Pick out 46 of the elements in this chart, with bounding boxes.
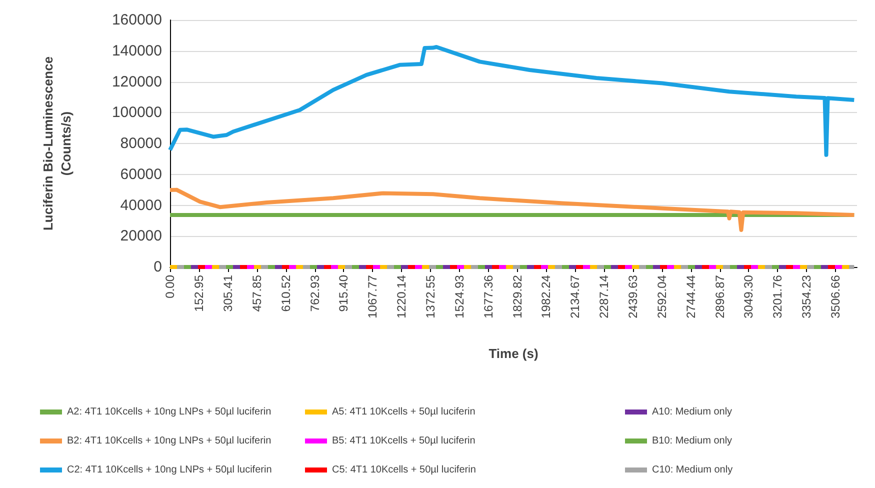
x-tick-label: 1372.55 bbox=[423, 274, 438, 318]
line-series bbox=[168, 188, 856, 232]
x-axis-title: Time (s) bbox=[488, 346, 538, 361]
x-tick-label: 2592.04 bbox=[654, 274, 669, 318]
legend-label: B10: Medium only bbox=[652, 436, 732, 446]
x-tick-label: 0.00 bbox=[163, 274, 177, 298]
x-tick-label: 2896.87 bbox=[712, 274, 727, 318]
x-tick-label: 2744.44 bbox=[684, 274, 698, 318]
x-tick-label: 1220.14 bbox=[394, 274, 409, 318]
y-tick-label: 160000 bbox=[112, 12, 162, 28]
y-tick-label: 100000 bbox=[112, 104, 162, 122]
x-tick-label: 2439.63 bbox=[626, 274, 640, 318]
x-tick-label: 1677.36 bbox=[481, 274, 496, 318]
y-tick-label: 20000 bbox=[120, 228, 162, 245]
legend-label: A5: 4T1 10Kcells + 50µl luciferin bbox=[332, 406, 476, 418]
x-tick-label: 3506.66 bbox=[828, 274, 842, 318]
x-tick-label: 2134.67 bbox=[568, 274, 582, 318]
legend-label: A2: 4T1 10Kcells + 10ng LNPs + 50µl luciferin bbox=[67, 406, 272, 418]
x-tick-label: 3201.76 bbox=[770, 274, 785, 318]
legend-label: C5: 4T1 10Kcells + 50µl luciferin bbox=[332, 464, 476, 476]
x-tick-label: 1829.82 bbox=[510, 274, 524, 318]
x-tick-label: 3354.23 bbox=[800, 274, 814, 318]
x-tick-label: 305.41 bbox=[220, 274, 235, 312]
legend-label: A10: Medium only bbox=[652, 406, 732, 418]
legend-label: C10: Medium only bbox=[652, 464, 733, 476]
x-tick-label: 457.85 bbox=[250, 274, 264, 312]
line-series bbox=[168, 45, 856, 157]
x-tick-label: 610.52 bbox=[278, 274, 293, 312]
x-tick-label: 3049.30 bbox=[742, 274, 756, 318]
x-tick-label: 2287.14 bbox=[597, 274, 612, 318]
y-tick-label: 40000 bbox=[120, 196, 162, 214]
legend-label: C2: 4T1 10Kcells + 10ng LNPs + 50µl luciferin bbox=[67, 464, 272, 476]
y-axis-title: Luciferin Bio-Luminescence (Counts/s) bbox=[40, 56, 74, 231]
y-tick-label: 60000 bbox=[120, 166, 162, 183]
y-tick-label: 140000 bbox=[112, 42, 162, 60]
x-tick-label: 762.93 bbox=[308, 274, 322, 312]
y-tick-label: 0 bbox=[154, 258, 162, 276]
x-tick-label: 915.40 bbox=[336, 274, 351, 312]
x-tick-label: 152.95 bbox=[192, 274, 206, 312]
y-tick-label: 120000 bbox=[112, 73, 162, 90]
x-tick-label: 1982.24 bbox=[539, 274, 554, 318]
x-tick-label: 1067.77 bbox=[366, 274, 380, 318]
legend-label: B5: 4T1 10Kcells + 50µl luciferin bbox=[332, 436, 476, 446]
y-tick-label: 80000 bbox=[120, 135, 162, 152]
x-tick-label: 1524.93 bbox=[452, 274, 466, 318]
legend-label: B2: 4T1 10Kcells + 10ng LNPs + 50µl luciferin bbox=[67, 436, 272, 446]
